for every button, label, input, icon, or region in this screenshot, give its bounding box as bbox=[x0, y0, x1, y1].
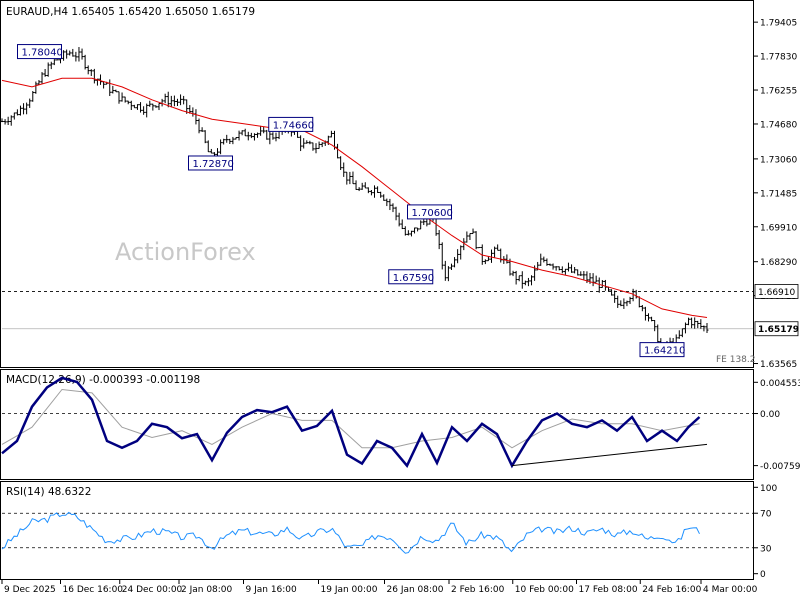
fe-label: FE 138.2 bbox=[716, 355, 756, 365]
x-tick-label: 19 Jan 00:00 bbox=[321, 585, 378, 595]
annotation-box bbox=[268, 116, 314, 132]
annotation-box bbox=[639, 342, 685, 358]
price-y-tick-label: 1.73060 bbox=[760, 155, 797, 165]
macd-trendline bbox=[511, 443, 708, 467]
rsi-y-tick-label: 0 bbox=[760, 570, 766, 580]
level-label: 1.66910 bbox=[758, 288, 795, 298]
annotation-label: 1.70600 bbox=[412, 208, 453, 219]
annotation-label: 1.72870 bbox=[193, 159, 234, 170]
price-y-tick-label: 1.79405 bbox=[760, 19, 797, 29]
macd-y-tick-label: 0.00 bbox=[760, 410, 780, 420]
annotation-label: 1.74660 bbox=[273, 120, 314, 131]
price-panel-frame bbox=[0, 0, 754, 368]
current-price-label: 1.65179 bbox=[758, 325, 799, 335]
macd-y-tick-label: 0.004553 bbox=[760, 379, 800, 389]
macd-panel-frame bbox=[0, 369, 754, 480]
rsi-y-tick-label: 100 bbox=[760, 484, 777, 494]
x-tick-label: 9 Jan 16:00 bbox=[246, 585, 298, 595]
price-y-tick-label: 1.69910 bbox=[760, 223, 797, 233]
x-tick-label: 2 Jan 08:00 bbox=[181, 585, 233, 595]
annotation-label: 1.64210 bbox=[644, 346, 685, 357]
price-annotations: 1.78040 1.74660 1.72870 1.70600 1.67590 1.642… bbox=[17, 44, 685, 358]
rsi-header: RSI(14) 48.6322 bbox=[6, 486, 91, 498]
price-y-tick-label: 1.77830 bbox=[760, 53, 797, 63]
price-y-axis: 1.79405 1.77830 1.76255 1.74680 1.73060 1.714… bbox=[716, 19, 799, 370]
x-tick-label: 4 Mar 00:00 bbox=[703, 585, 758, 595]
annotation-box bbox=[17, 44, 62, 60]
x-tick-label: 26 Jan 08:00 bbox=[387, 585, 444, 595]
macd-line bbox=[1, 376, 701, 469]
x-tick-label: 17 Feb 08:00 bbox=[579, 585, 638, 595]
macd-y-tick-label: -0.007593 bbox=[760, 462, 800, 472]
x-tick-label: 24 Feb 16:00 bbox=[642, 585, 701, 595]
price-y-tick-label: 1.71485 bbox=[760, 189, 797, 199]
price-y-tick-label: 1.68290 bbox=[760, 258, 797, 268]
annotation-label: 1.78040 bbox=[22, 48, 63, 59]
rsi-panel-frame bbox=[0, 481, 754, 580]
rsi-line bbox=[1, 511, 700, 554]
macd-header: MACD(12,26,9) -0.000393 -0.001198 bbox=[6, 374, 200, 386]
annotation-box bbox=[407, 204, 452, 220]
rsi-y-tick-label: 70 bbox=[760, 510, 772, 520]
annotation-box bbox=[388, 269, 434, 285]
x-tick-label: 2 Feb 16:00 bbox=[451, 585, 505, 595]
rsi-y-axis: 100 70 30 0 bbox=[753, 484, 777, 580]
annotation-label: 1.67590 bbox=[393, 273, 434, 284]
price-moving-average bbox=[1, 77, 708, 318]
rsi-y-tick-label: 30 bbox=[760, 544, 772, 554]
x-tick-label: 9 Dec 2025 bbox=[4, 585, 56, 595]
price-header: EURAUD,H4 1.65405 1.65420 1.65050 1.6517… bbox=[6, 6, 255, 18]
annotation-box bbox=[188, 155, 233, 171]
price-y-tick-label: 1.76255 bbox=[760, 87, 797, 97]
x-tick-label: 24 Dec 00:00 bbox=[122, 585, 183, 595]
level-label-box bbox=[754, 284, 799, 299]
macd-signal-line bbox=[1, 388, 700, 449]
price-grid bbox=[2, 291, 753, 330]
price-y-tick-label: 1.63565 bbox=[760, 360, 797, 370]
rsi-grid bbox=[2, 512, 753, 549]
x-tick-label: 10 Feb 00:00 bbox=[515, 585, 574, 595]
watermark: ActionForex bbox=[115, 238, 256, 266]
price-y-tick-label: 1.74680 bbox=[760, 120, 797, 130]
macd-y-axis: 0.004553 0.00 -0.007593 bbox=[753, 379, 800, 472]
current-price-box bbox=[754, 321, 799, 337]
x-tick-label: 16 Dec 16:00 bbox=[63, 585, 124, 595]
